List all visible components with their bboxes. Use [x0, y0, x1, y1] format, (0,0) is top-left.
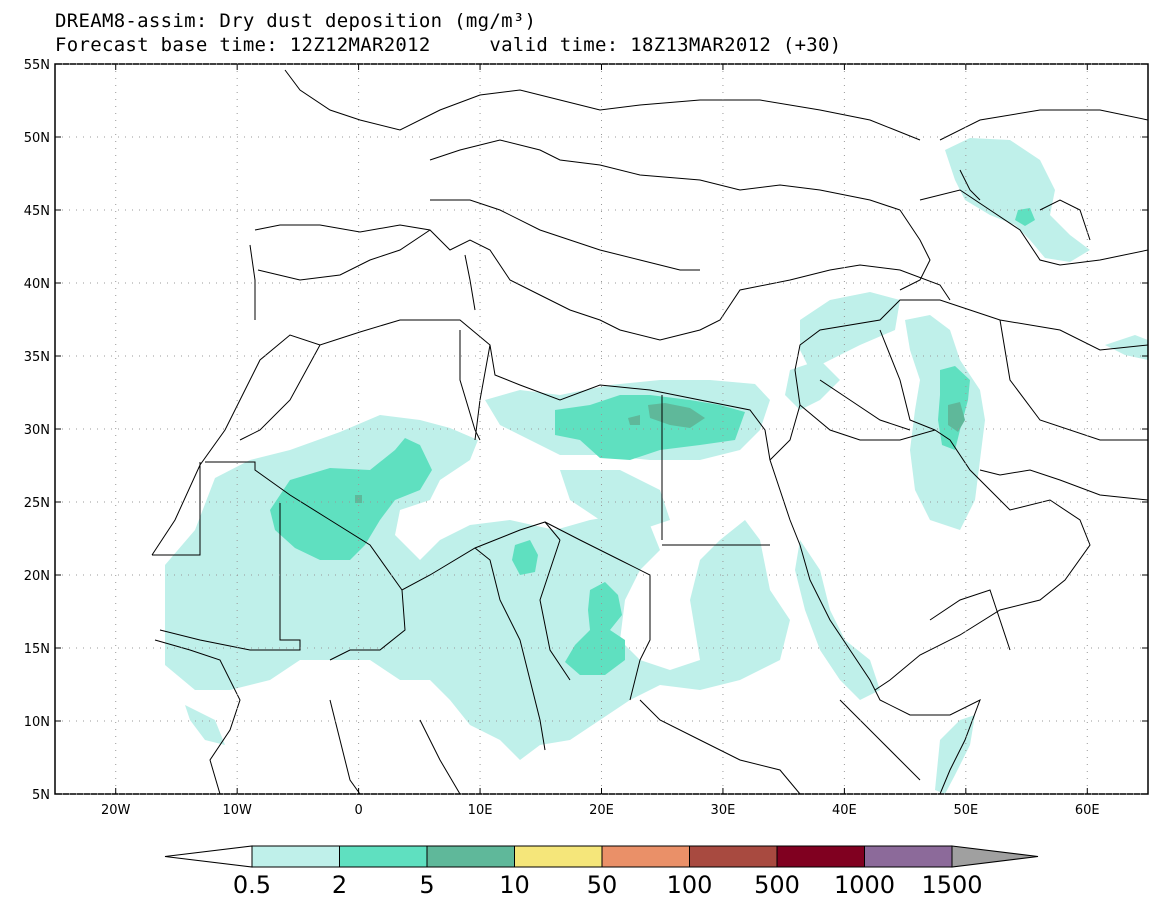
y-tick-label: 20N	[24, 569, 50, 584]
legend-swatch	[251, 845, 340, 868]
base-time-label: Forecast base time: 12Z12MAR2012	[55, 34, 431, 56]
x-tick-label: 60E	[1075, 803, 1100, 818]
legend-label: 50	[587, 871, 618, 899]
valid-time-label: valid time: 18Z13MAR2012 (+30)	[489, 34, 842, 56]
y-tick-label: 30N	[24, 423, 50, 438]
y-tick-label: 55N	[24, 58, 50, 73]
legend-label: 100	[667, 871, 713, 899]
x-tick-label: 0	[354, 803, 362, 818]
x-tick-label: 10E	[468, 803, 493, 818]
y-axis-ticks: 55N 50N 45N 40N 35N 30N 25N 20N 15N 10N 5N	[24, 58, 1148, 803]
color-legend: 0.5 2 5 10 50 100 500 1000 1500	[164, 845, 1039, 899]
x-axis-ticks: 20W 10W 0 10E 20E 30E 40E 50E 60E	[101, 64, 1100, 818]
legend-over-arrow	[951, 845, 1039, 868]
x-tick-label: 50E	[953, 803, 978, 818]
x-tick-label: 20W	[101, 803, 131, 818]
y-tick-label: 25N	[24, 496, 50, 511]
legend-label: 10	[499, 871, 530, 899]
legend-swatch	[601, 845, 690, 868]
x-tick-label: 10W	[222, 803, 252, 818]
dust-level-2	[270, 208, 1035, 675]
coastlines-borders	[151, 69, 1148, 794]
legend-under-arrow	[164, 845, 253, 868]
legend-label: 1500	[921, 871, 982, 899]
x-tick-label: 20E	[589, 803, 614, 818]
legend-label: 500	[754, 871, 800, 899]
y-tick-label: 15N	[24, 642, 50, 657]
x-tick-label: 40E	[832, 803, 857, 818]
x-tick-label: 30E	[711, 803, 736, 818]
y-tick-label: 40N	[24, 277, 50, 292]
legend-label: 5	[419, 871, 434, 899]
y-tick-label: 5N	[32, 788, 50, 803]
map-title: DREAM8-assim: Dry dust deposition (mg/m³…	[55, 10, 537, 32]
legend-label: 1000	[834, 871, 895, 899]
y-tick-label: 35N	[24, 350, 50, 365]
legend-label: 0.5	[233, 871, 271, 899]
legend-swatch	[514, 845, 603, 868]
legend-swatch	[339, 845, 428, 868]
y-tick-label: 50N	[24, 131, 50, 146]
legend-swatch	[426, 845, 515, 868]
legend-swatch	[689, 845, 778, 868]
legend-label: 2	[332, 871, 347, 899]
y-tick-label: 10N	[24, 715, 50, 730]
legend-swatch	[864, 845, 953, 868]
y-tick-label: 45N	[24, 204, 50, 219]
map-subtitle: Forecast base time: 12Z12MAR2012 valid t…	[55, 34, 842, 56]
legend-swatch	[776, 845, 865, 868]
